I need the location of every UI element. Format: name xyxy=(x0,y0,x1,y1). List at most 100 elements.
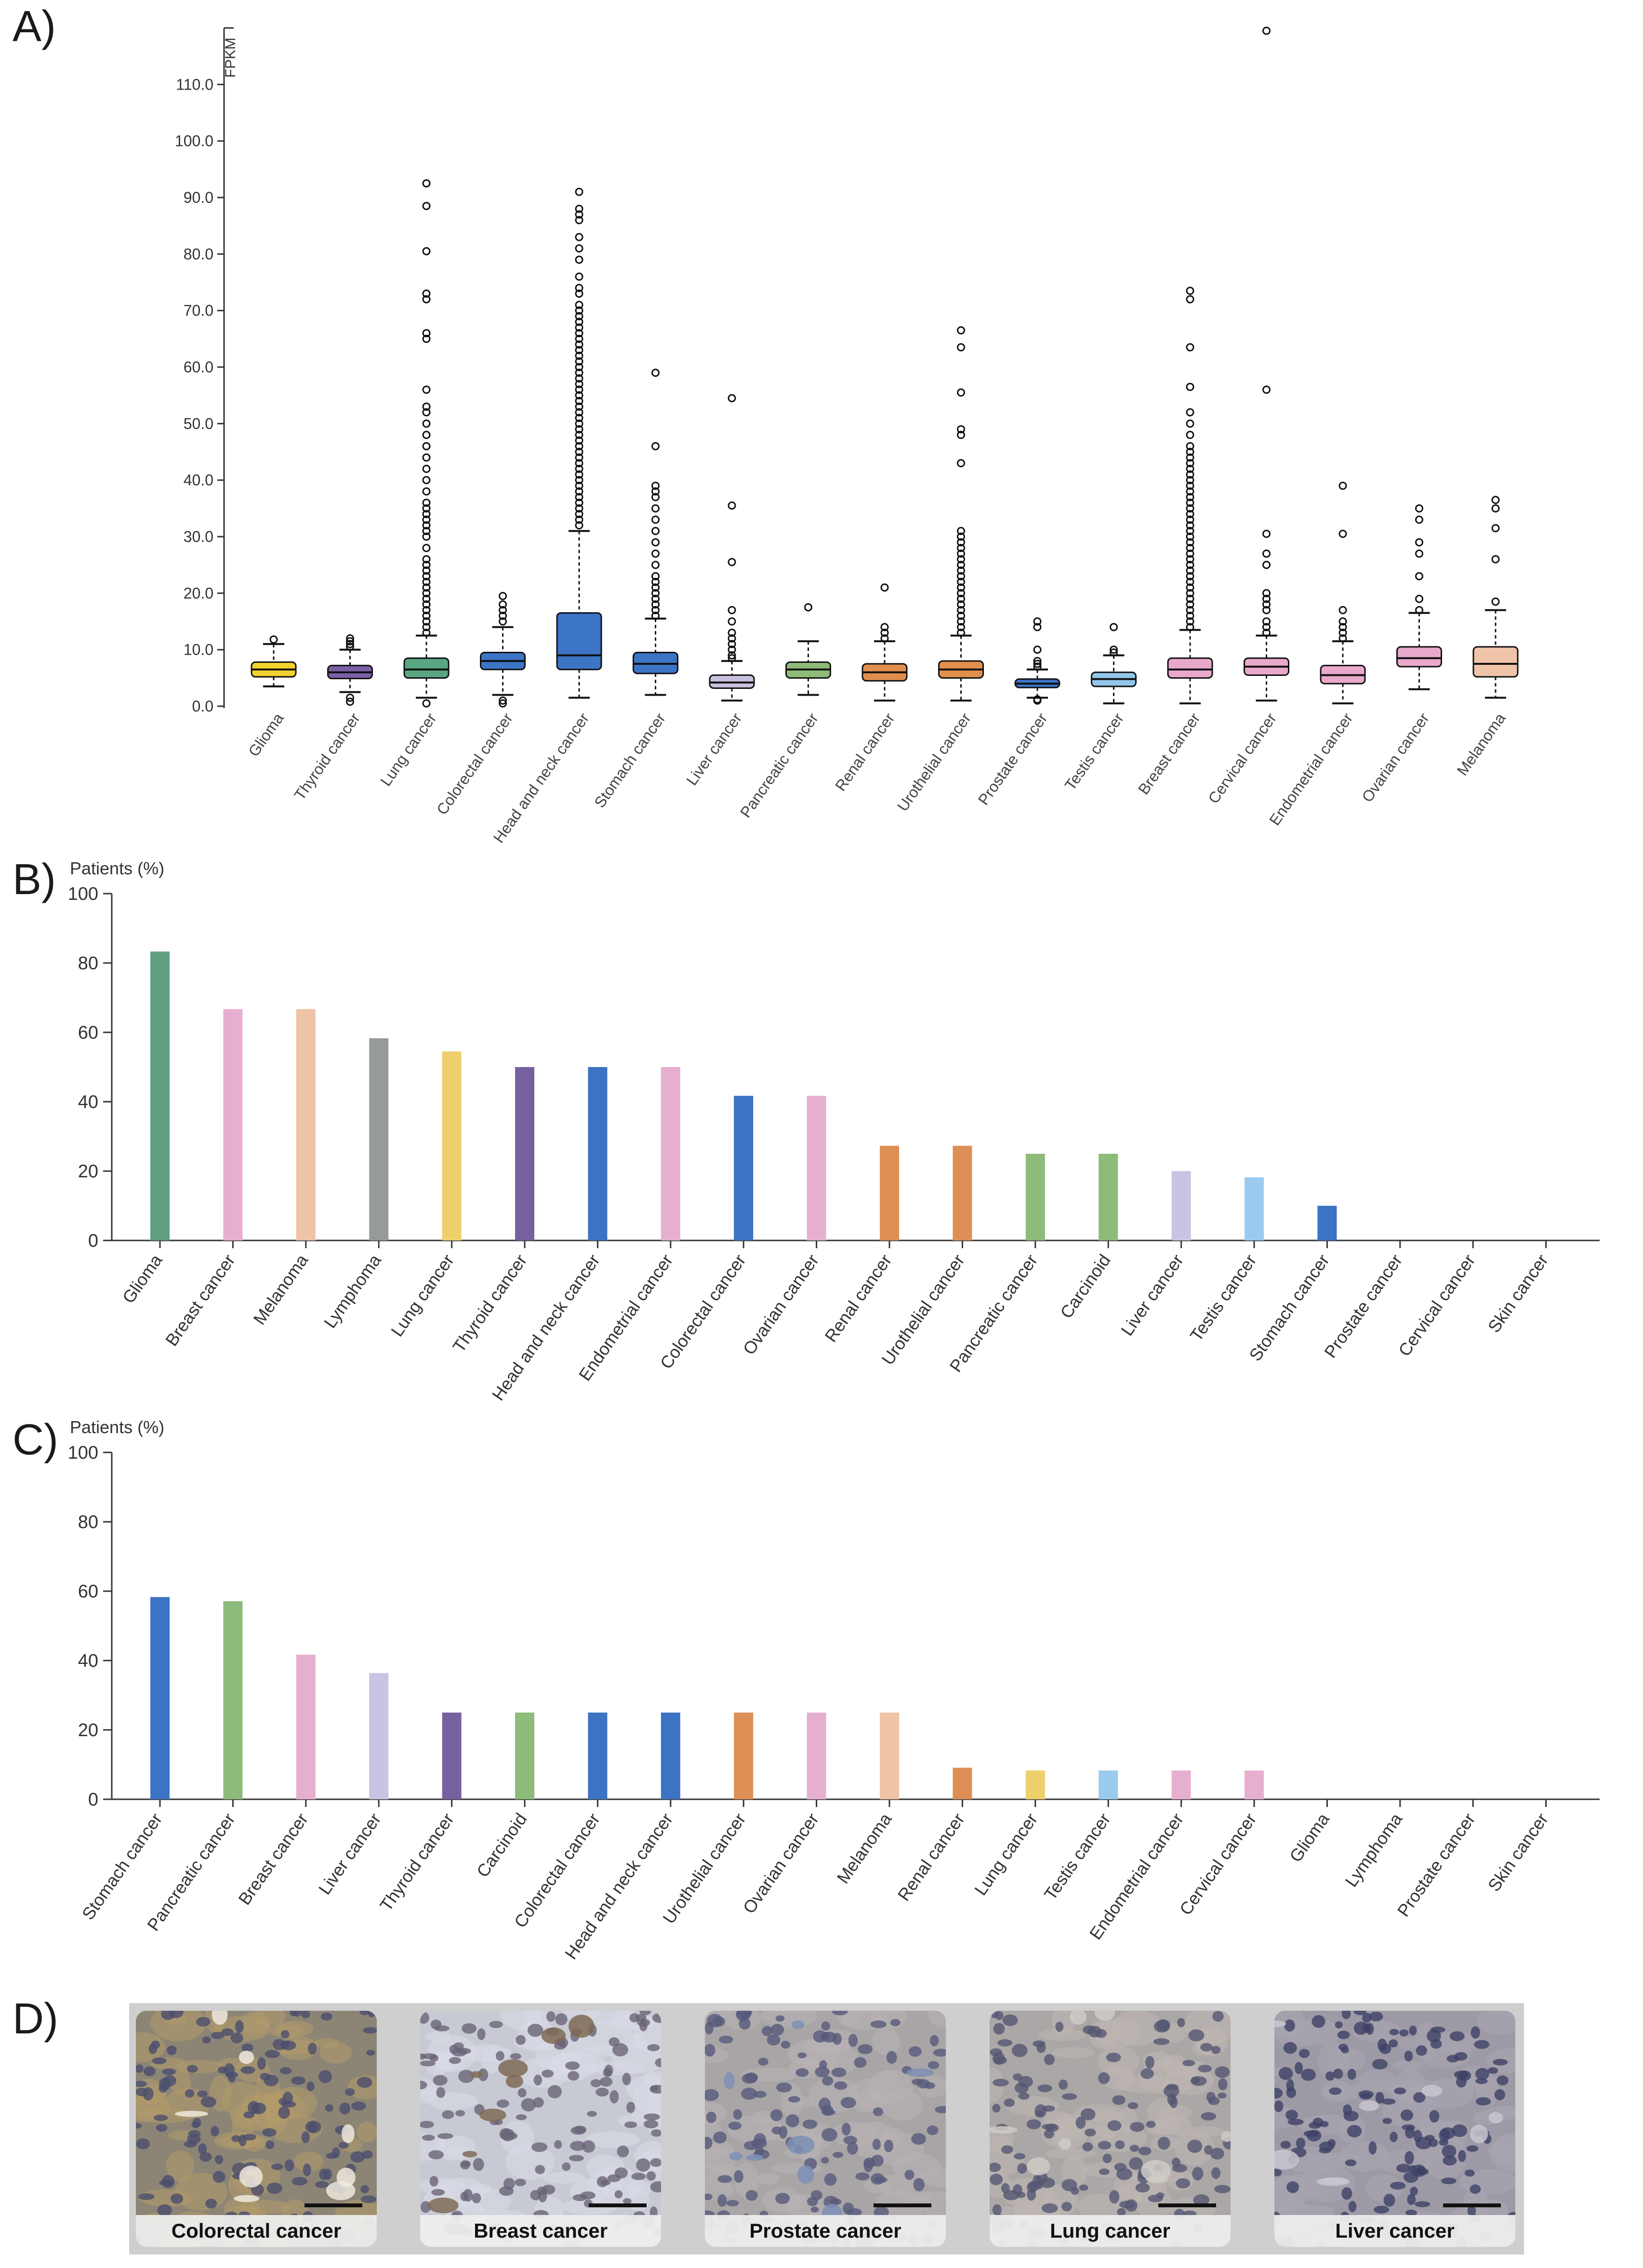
tissue-nucleus xyxy=(1410,2187,1418,2196)
outlier-point xyxy=(728,646,736,654)
tissue-stroma xyxy=(586,2011,636,2026)
tissue-nucleus xyxy=(555,2013,568,2026)
tissue-stroma xyxy=(872,2132,924,2166)
tissue-nucleus xyxy=(442,2110,454,2119)
panel-label-a: A) xyxy=(13,2,56,51)
outlier-point xyxy=(1338,628,1347,637)
tissue-stroma xyxy=(1340,2140,1389,2172)
outlier-point xyxy=(575,504,583,513)
outlier-point xyxy=(728,394,736,403)
tissue-nucleus xyxy=(477,2028,486,2040)
tissue-nucleus xyxy=(1014,2083,1029,2094)
tissue-nucleus xyxy=(280,2067,292,2075)
outlier-point xyxy=(422,606,431,615)
tissue-nucleus xyxy=(1446,2055,1459,2063)
x-tick-label: Cervical cancer xyxy=(1176,1809,1260,1919)
tissue-nucleus xyxy=(646,2171,656,2181)
outlier-point xyxy=(422,543,431,552)
tissue-nucleus xyxy=(449,2057,461,2064)
outlier-point xyxy=(957,589,965,597)
tissue-nucleus xyxy=(1407,2194,1416,2205)
tissue-nucleus xyxy=(1329,2087,1342,2095)
tissue-nucleus xyxy=(202,2036,211,2044)
tissue-nucleus xyxy=(266,2182,282,2194)
tissue-nucleus xyxy=(225,2071,238,2078)
tissue-nucleus xyxy=(463,2189,473,2202)
outlier-point xyxy=(957,543,965,552)
tissue-nucleus xyxy=(992,2204,1002,2216)
tissue-lumen xyxy=(1027,2157,1050,2176)
tissue-nucleus xyxy=(1467,2204,1476,2217)
outlier-point xyxy=(422,476,431,485)
outlier-point xyxy=(422,408,431,417)
tissue-nucleus xyxy=(191,2121,200,2128)
tissue-nucleus xyxy=(929,2035,939,2046)
tissue-nucleus xyxy=(1405,2209,1418,2216)
tissue-nucleus xyxy=(603,2068,612,2077)
tissue-lumen xyxy=(174,2110,209,2117)
tissue-nucleus xyxy=(264,2074,279,2086)
panel-label-b: B) xyxy=(13,856,56,904)
tissue-nucleus xyxy=(152,2057,167,2065)
tissue-nucleus xyxy=(495,2051,504,2061)
outlier-point xyxy=(1415,538,1423,547)
tissue-nucleus xyxy=(357,2077,372,2088)
tissue-nucleus xyxy=(1274,2087,1283,2099)
outlier-point xyxy=(575,334,583,343)
outlier-point xyxy=(1338,481,1347,490)
tissue-nucleus xyxy=(148,2044,158,2054)
tissue-nucleus xyxy=(821,2105,834,2116)
tissue-nucleus xyxy=(1497,2075,1509,2085)
tissue-lumen xyxy=(797,2165,814,2184)
x-tick-label: Thyroid cancer xyxy=(449,1251,530,1356)
tissue-nucleus xyxy=(360,2195,377,2203)
tissue-nucleus xyxy=(993,2079,1009,2087)
outlier-point xyxy=(575,233,583,241)
tissue-nucleus xyxy=(1061,2179,1077,2191)
tissue-nucleus xyxy=(320,2012,333,2021)
outlier-point xyxy=(1186,532,1194,541)
outlier-point xyxy=(422,464,431,473)
outlier-point xyxy=(1186,382,1194,391)
tissue-nucleus xyxy=(705,2193,713,2201)
x-tick-label: Breast cancer xyxy=(161,1251,239,1349)
tissue-nucleus xyxy=(1452,2124,1468,2137)
outlier-point xyxy=(422,566,431,575)
bar-thyroid-cancer xyxy=(515,1067,534,1240)
tissue-nucleus xyxy=(1408,2165,1417,2173)
bar-endometrial-cancer xyxy=(1171,1770,1191,1799)
tissue-lumen xyxy=(1359,2100,1379,2111)
y-tick-label: 20.0 xyxy=(184,584,213,602)
outlier-point xyxy=(422,623,431,632)
bar-breast-cancer xyxy=(296,1654,316,1799)
tissue-nucleus xyxy=(429,2176,438,2187)
outlier-point xyxy=(1186,295,1194,303)
tissue-nucleus xyxy=(717,2175,732,2183)
outlier-point xyxy=(1262,600,1271,609)
outlier-point xyxy=(651,369,660,377)
x-tick-label: Urothelial cancer xyxy=(894,710,974,815)
outlier-point xyxy=(728,640,736,648)
tissue-nucleus xyxy=(1082,2142,1093,2151)
outlier-point xyxy=(1415,549,1423,558)
tissue-nucleus xyxy=(1192,2167,1204,2181)
tissue-nucleus xyxy=(185,2089,195,2098)
outlier-point xyxy=(422,419,431,428)
tissue-nucleus xyxy=(305,2121,321,2134)
tissue-nucleus xyxy=(1026,2119,1041,2129)
tissue-nucleus xyxy=(1454,2070,1469,2079)
y-tick-label: 100 xyxy=(68,1443,98,1463)
tissue-nucleus xyxy=(163,2075,176,2087)
outlier-point xyxy=(728,617,736,626)
tissue-stroma xyxy=(1052,2047,1095,2058)
outlier-point xyxy=(651,442,660,450)
bar-renal-cancer xyxy=(953,1767,972,1799)
tissue-nucleus xyxy=(886,2051,897,2064)
tissue-nucleus xyxy=(935,2106,946,2113)
tissue-nucleus xyxy=(143,2066,156,2077)
outlier-point xyxy=(575,187,583,196)
tissue-image-prostate: Prostate cancer xyxy=(705,2011,946,2247)
tissue-nucleus xyxy=(1413,2092,1426,2103)
outlier-point xyxy=(1110,648,1118,657)
tissue-nucleus xyxy=(434,2025,450,2031)
